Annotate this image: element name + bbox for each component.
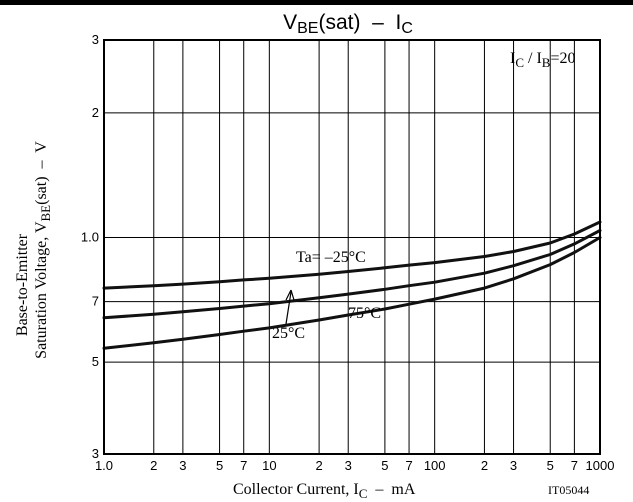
- x-tick-label: 3: [179, 458, 186, 473]
- top-rule: [0, 0, 633, 5]
- x-tick-label: 2: [481, 458, 488, 473]
- chart-title: VBE(sat) – IC: [283, 11, 413, 37]
- figure-code: IT05044: [548, 483, 589, 497]
- x-tick-label: 2: [150, 458, 157, 473]
- x-tick-label: 7: [240, 458, 247, 473]
- x-tick-label: 5: [547, 458, 554, 473]
- x-tick-label: 3: [345, 458, 352, 473]
- series-line-75c: [102, 236, 602, 350]
- y-axis-label-line1: Base-to-Emitter: [14, 233, 31, 336]
- x-axis-label: Collector Current, IC – mA: [233, 481, 416, 501]
- x-tick-label: 2: [315, 458, 322, 473]
- series-layer: [102, 220, 602, 350]
- y-tick-label: 5: [92, 354, 99, 369]
- series-line-minus25c: [102, 220, 602, 290]
- x-tick-label: 5: [216, 458, 223, 473]
- x-tick-label: 1000: [586, 458, 615, 473]
- series-label-75: 75°C: [348, 305, 381, 322]
- x-tick-label: 1.0: [95, 458, 113, 473]
- series-line-25c: [102, 229, 602, 320]
- y-tick-label: 2: [92, 105, 99, 120]
- y-tick-label: 7: [92, 294, 99, 309]
- x-tick-labels: 1.0 2 3 5 7 10 2 3 5 7 100 2 3 5 7 1000: [95, 458, 615, 473]
- plot-frame: [103, 39, 601, 455]
- series-label-25: 25°C: [272, 325, 305, 342]
- grid: [103, 39, 601, 455]
- x-tick-label: 100: [424, 458, 446, 473]
- y-tick-label: 1.0: [81, 230, 99, 245]
- y-axis-label-line2: Saturation Voltage, VBE(sat) – V: [33, 141, 53, 359]
- pointer-arrow-25: [285, 291, 292, 325]
- x-tick-label: 7: [405, 458, 412, 473]
- condition-label: IC / IB=20: [510, 50, 575, 70]
- x-tick-label: 10: [262, 458, 276, 473]
- x-tick-label: 5: [381, 458, 388, 473]
- x-tick-label: 3: [510, 458, 517, 473]
- y-tick-labels: 3 5 7 1.0 2 3: [81, 32, 99, 461]
- pointer-arrowhead-25: [285, 289, 295, 301]
- y-tick-label: 3: [92, 32, 99, 47]
- y-tick-label: 3: [92, 446, 99, 461]
- series-label-minus25: Ta= –25°C: [296, 249, 366, 266]
- x-tick-label: 7: [571, 458, 578, 473]
